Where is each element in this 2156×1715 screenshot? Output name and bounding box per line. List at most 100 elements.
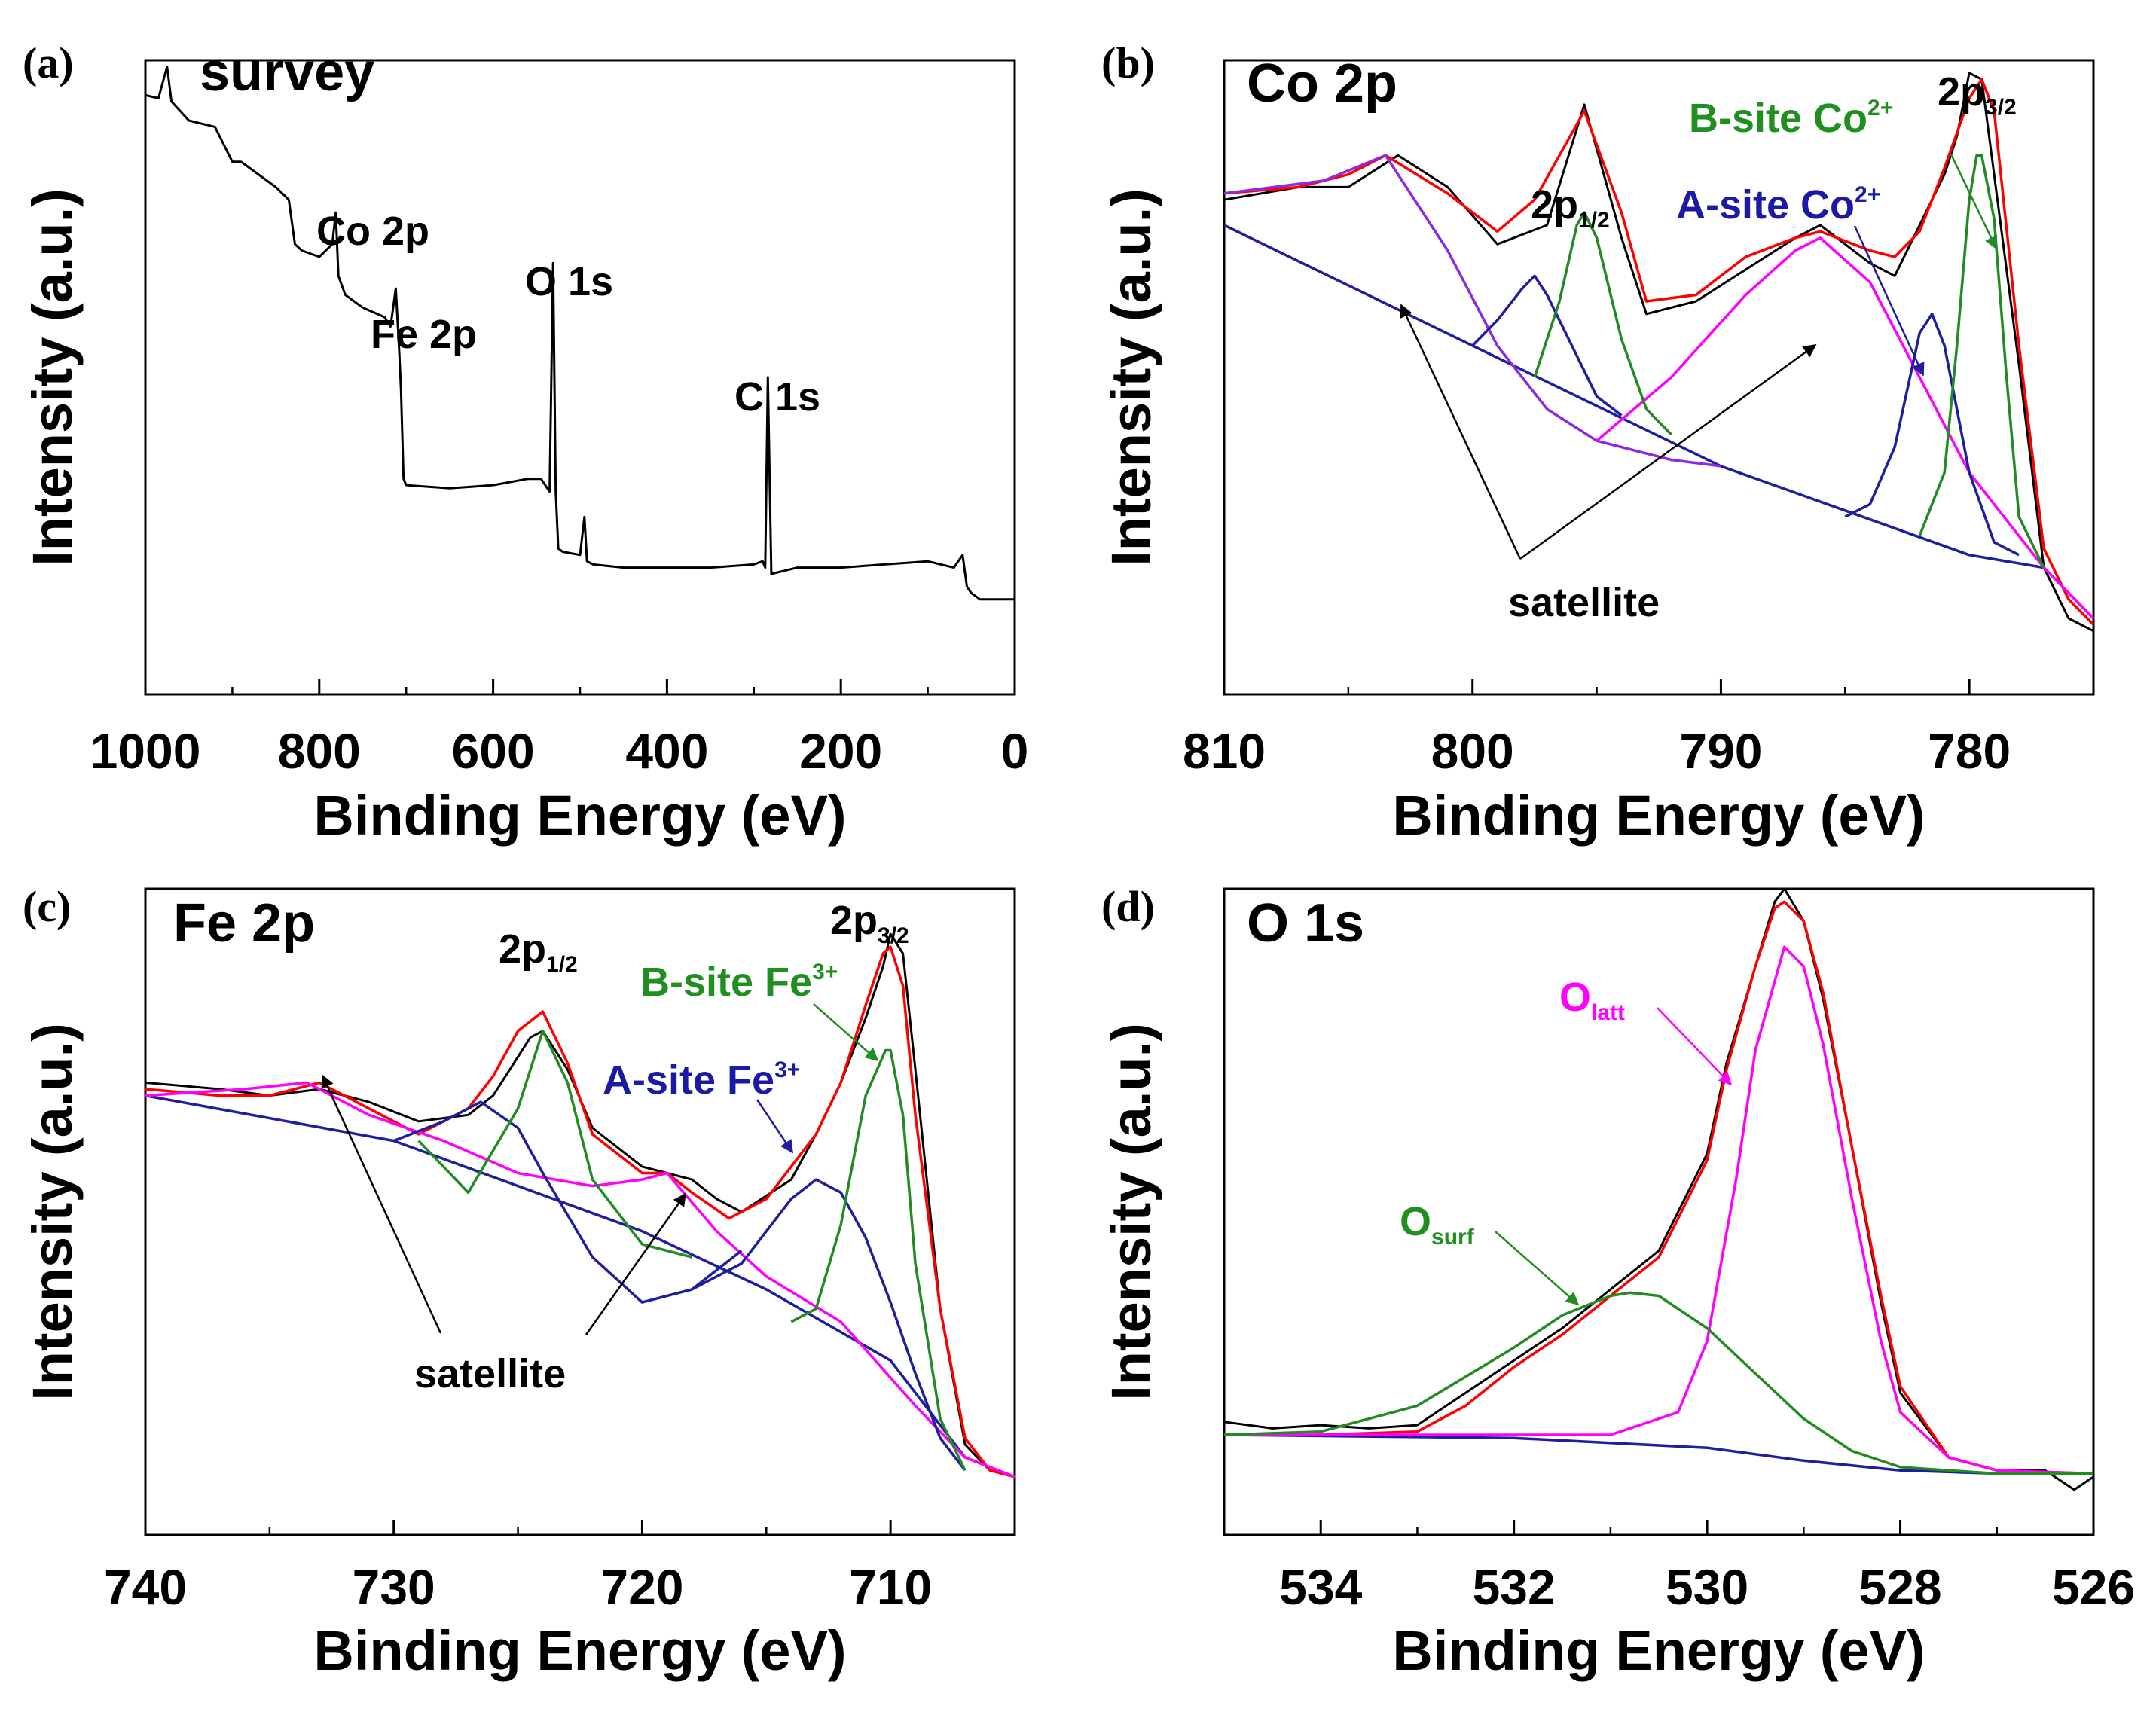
- series-line-envelope-fit: [145, 945, 1015, 1479]
- panel-c-xlabel: Binding Energy (eV): [313, 1619, 846, 1682]
- x-tick-label: 800: [1431, 723, 1514, 779]
- series-line-2p1-2-b-site: [417, 1030, 692, 1259]
- label-c-asite-base: A-site Fe: [603, 1057, 774, 1103]
- x-tick-label: 532: [1473, 1559, 1556, 1615]
- series-line-raw-data: [145, 932, 1015, 1479]
- series-line-o-latt: [1224, 945, 2094, 1475]
- x-tick-label: 780: [1928, 723, 2011, 779]
- label-b-bsite-base: B-site Co: [1689, 96, 1867, 141]
- arrow-b-bsite: [1950, 154, 1998, 250]
- panel-b-co2p: (b) Co 2p 2p1/2 2p3/2 A-site Co2+ B-site…: [1100, 38, 2095, 847]
- label-d-osurf: Osurf: [1400, 1199, 1475, 1250]
- label-c-2p12: 2p1/2: [499, 926, 578, 977]
- x-tick-label: 800: [278, 723, 361, 779]
- panel-a-xlabel: Binding Energy (eV): [313, 784, 846, 847]
- label-c-asite-sup: 3+: [774, 1057, 800, 1082]
- series-line-raw-data: [1223, 887, 2094, 1491]
- label-b-2p32-sub: 3/2: [1985, 95, 2017, 120]
- series-line-envelope-fit: [1224, 900, 2094, 1475]
- panel-a-title: survey: [200, 42, 374, 102]
- label-c-satellite: satellite: [414, 1351, 566, 1396]
- series-line-2p1-2-a-site: [1471, 274, 1623, 417]
- panel-a-ylabel: Intensity (a.u.): [21, 188, 84, 566]
- panel-a-letter: (a): [23, 38, 74, 87]
- arrow-d-olatt: [1657, 1007, 1733, 1086]
- peak-label-co2p: Co 2p: [316, 209, 429, 254]
- x-tick-label: 400: [625, 723, 708, 779]
- label-b-2p12-sub: 1/2: [1578, 208, 1610, 233]
- panel-b-xlabel: Binding Energy (eV): [1392, 784, 1925, 847]
- arrow-b-satellite-2: [1519, 343, 1817, 560]
- panel-b-series: [1223, 72, 2095, 633]
- panel-c-fe2p: (c) Fe 2p 2p1/2 2p3/2 B-site Fe3+ A-site…: [21, 882, 1016, 1682]
- panel-a-ticks: [144, 679, 1016, 694]
- panel-d-ticks: [1223, 1520, 2095, 1535]
- series-line-raw-data: [1223, 72, 2094, 633]
- panel-c-series: [145, 932, 1015, 1479]
- x-tick-label: 528: [1858, 1559, 1941, 1615]
- panel-b-letter: (b): [1101, 38, 1155, 87]
- series-line-satellite: [145, 1081, 1015, 1479]
- x-tick-label: 790: [1679, 723, 1762, 779]
- x-tick-label: 534: [1279, 1559, 1362, 1615]
- panel-c-ylabel: Intensity (a.u.): [21, 1023, 84, 1401]
- label-d-olatt-base: O: [1559, 975, 1591, 1020]
- x-tick-label: 200: [799, 723, 882, 779]
- x-tick-label: 530: [1666, 1559, 1748, 1615]
- x-tick-label: 720: [600, 1559, 683, 1615]
- x-tick-label: 1000: [90, 723, 201, 779]
- label-b-2p32: 2p3/2: [1938, 69, 2017, 120]
- label-c-2p12-base: 2p: [499, 926, 546, 972]
- label-d-olatt: Olatt: [1559, 975, 1625, 1025]
- x-tick-label: 740: [104, 1559, 187, 1615]
- panel-b-ylabel: Intensity (a.u.): [1100, 188, 1162, 566]
- series-line-o-surf: [1223, 1291, 2093, 1475]
- x-tick-label: 730: [353, 1559, 435, 1615]
- panel-b-title: Co 2p: [1247, 53, 1397, 114]
- panel-d-ylabel: Intensity (a.u.): [1100, 1023, 1162, 1401]
- panel-c-frame: [144, 887, 1016, 1536]
- label-c-2p32-sub: 3/2: [878, 923, 909, 948]
- label-c-bsite: B-site Fe3+: [640, 960, 838, 1005]
- label-c-asite: A-site Fe3+: [603, 1057, 800, 1103]
- panel-d-series: [1223, 887, 2094, 1491]
- x-tick-label: 810: [1183, 723, 1266, 779]
- x-tick-label: 710: [849, 1559, 932, 1615]
- series-line-background: [1223, 1433, 2093, 1475]
- arrow-c-satellite-1: [321, 1074, 442, 1334]
- peak-label-o1s: O 1s: [525, 259, 613, 304]
- series-line-2p1-2-b-site: [1533, 211, 1672, 436]
- label-b-asite-sup: 2+: [1855, 182, 1880, 207]
- panel-c-letter: (c): [23, 882, 71, 931]
- series-line-a-site-fe3-: [691, 1178, 967, 1472]
- x-tick-label: 0: [1001, 723, 1029, 779]
- x-tick-label: 600: [452, 723, 535, 779]
- panel-b-frame: [1223, 59, 2095, 696]
- panel-b-ticks: [1223, 679, 2095, 694]
- series-line-a-site-co2-: [1844, 313, 2020, 557]
- label-b-2p12: 2p1/2: [1531, 182, 1610, 233]
- panel-c-title: Fe 2p: [173, 893, 315, 954]
- label-d-osurf-sub: surf: [1431, 1225, 1475, 1250]
- arrow-d-osurf: [1495, 1231, 1580, 1306]
- panel-a-survey: (a) survey Co 2p Fe 2p O 1s C 1s 1000 800…: [21, 38, 1028, 847]
- label-b-bsite-sup: 2+: [1867, 96, 1893, 121]
- panel-d-frame: [1223, 887, 2095, 1536]
- label-c-bsite-sup: 3+: [812, 960, 838, 984]
- x-tick-label: 526: [2052, 1559, 2135, 1615]
- label-b-2p32-base: 2p: [1938, 69, 1985, 114]
- label-c-2p32: 2p3/2: [830, 898, 909, 948]
- label-c-2p12-sub: 1/2: [546, 952, 578, 977]
- label-b-asite: A-site Co2+: [1676, 182, 1880, 227]
- label-b-satellite: satellite: [1508, 580, 1660, 625]
- peak-label-fe2p: Fe 2p: [371, 312, 477, 357]
- label-b-asite-base: A-site Co: [1676, 182, 1855, 227]
- panel-a-frame: [144, 59, 1016, 696]
- panel-d-xlabel: Binding Energy (eV): [1392, 1619, 1925, 1682]
- series-line-satellite-803: [1223, 154, 1721, 468]
- series-line-b-site-co2-: [1918, 154, 2045, 569]
- arrow-c-asite: [756, 1099, 794, 1154]
- panel-d-letter: (d): [1101, 882, 1155, 931]
- arrow-c-satellite-2: [585, 1192, 687, 1335]
